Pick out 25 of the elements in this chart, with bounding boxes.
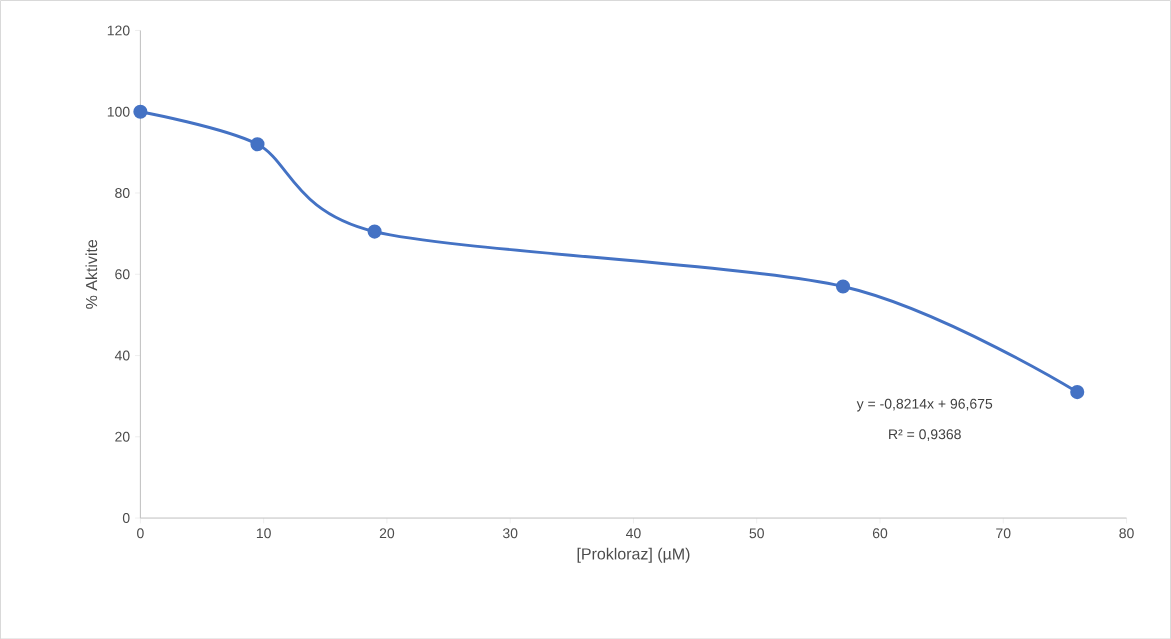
annotation: R² = 0,9368 <box>889 429 961 441</box>
y-tick-label: 40 <box>114 350 130 361</box>
x-axis-title: [Prokloraz] (µM) <box>577 547 690 563</box>
x-tick-label: 80 <box>1119 528 1134 539</box>
annotation: y = -0,8214x + 96,675 <box>856 398 993 412</box>
y-tick-label: 0 <box>122 512 130 523</box>
point <box>133 104 148 119</box>
y-tick-label: 80 <box>115 187 130 198</box>
y-axis-title: % Aktivite <box>85 239 98 309</box>
point <box>835 279 851 294</box>
point <box>367 224 382 239</box>
y-tick-label: 100 <box>107 106 130 117</box>
x-tick-label: 0 <box>137 528 144 539</box>
x-tick-label: 10 <box>256 528 271 539</box>
point <box>1070 384 1085 399</box>
x-tick-label: 30 <box>502 528 518 539</box>
point <box>250 136 265 152</box>
x-tick-label: 50 <box>749 528 764 539</box>
y-tick-label: 120 <box>107 25 130 36</box>
x-tick-label: 20 <box>379 528 395 539</box>
x-tick-label: 40 <box>625 528 641 539</box>
y-tick-label: 60 <box>115 269 130 280</box>
x-tick-label: 70 <box>996 528 1011 539</box>
x-tick-label: 60 <box>872 528 888 539</box>
y-tick-label: 20 <box>115 431 130 442</box>
